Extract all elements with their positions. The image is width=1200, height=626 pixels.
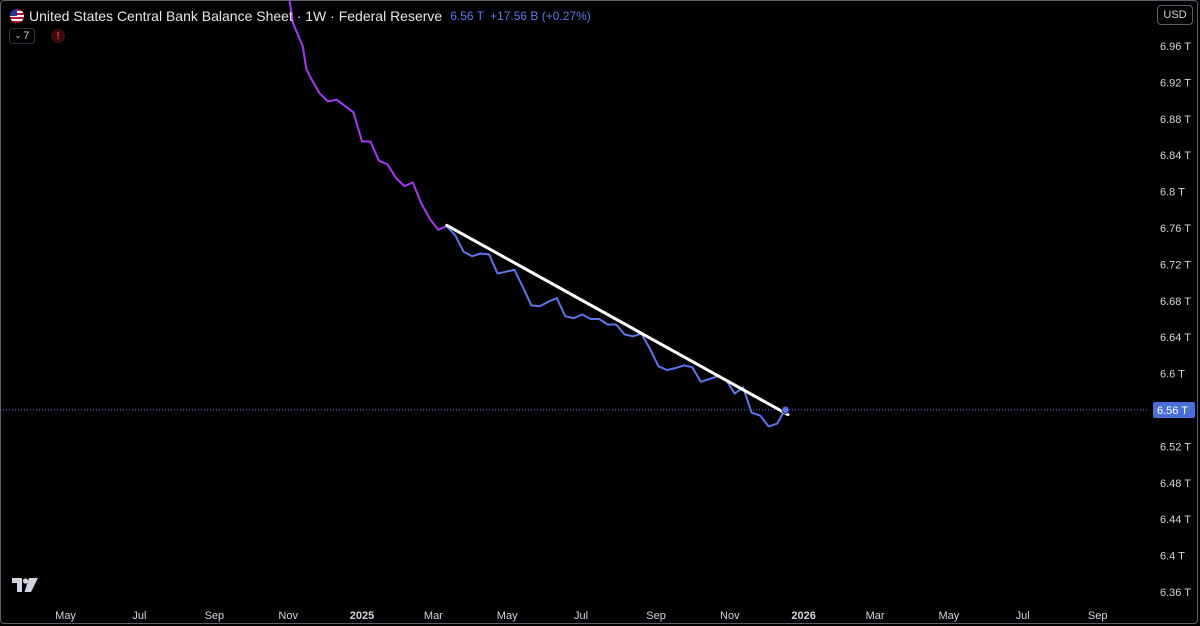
series-layer <box>288 0 787 428</box>
y-axis: 6.96 T 6.92 T 6.88 T 6.84 T 6.8 T 6.76 T 6.72 … <box>1160 41 1191 599</box>
change-value: +17.56 B (+0.27%) <box>490 9 591 23</box>
x-tick-label: Mar <box>866 610 885 622</box>
x-axis: May Jul Sep Nov 2025 Mar May Jul Sep Nov 2026 Mar Ma… <box>55 610 1107 622</box>
x-tick-label: Jul <box>1016 610 1030 622</box>
x-tick-label: Nov <box>278 610 298 622</box>
current-price-badge-text: 6.56 T <box>1157 405 1188 417</box>
indicators-toggle-button[interactable]: ⌄ 7 <box>9 28 35 44</box>
y-tick-label: 6.8 T <box>1160 187 1185 199</box>
x-tick-label: 2026 <box>791 610 815 622</box>
x-tick-label: May <box>55 610 76 622</box>
currency-button[interactable]: USD <box>1157 5 1193 25</box>
y-tick-label: 6.36 T <box>1160 587 1191 599</box>
y-tick-label: 6.68 T <box>1160 296 1191 308</box>
y-tick-label: 6.88 T <box>1160 114 1191 126</box>
y-tick-label: 6.6 T <box>1160 369 1185 381</box>
indicators-count: 7 <box>23 30 30 42</box>
y-tick-label: 6.76 T <box>1160 223 1191 235</box>
x-tick-label: Sep <box>205 610 225 622</box>
y-tick-label: 6.84 T <box>1160 150 1191 162</box>
series-line-2 <box>445 225 787 428</box>
y-tick-label: 6.96 T <box>1160 41 1191 53</box>
current-price-badge: 6.56 T <box>1153 402 1195 418</box>
alert-icon[interactable]: ! <box>51 29 65 43</box>
y-tick-label: 6.52 T <box>1160 441 1191 453</box>
x-tick-label: Nov <box>720 610 740 622</box>
y-tick-label: 6.92 T <box>1160 77 1191 89</box>
chevron-down-icon: ⌄ <box>14 31 22 40</box>
chart-header: United States Central Bank Balance Sheet… <box>10 6 591 26</box>
x-tick-label: Mar <box>424 610 443 622</box>
x-tick-label: Sep <box>646 610 666 622</box>
x-tick-label: May <box>497 610 518 622</box>
x-tick-label: Jul <box>574 610 588 622</box>
current-price-badge-bg <box>1153 402 1195 418</box>
trendline[interactable] <box>445 223 790 417</box>
x-tick-label: Jul <box>132 610 146 622</box>
symbol-title[interactable]: United States Central Bank Balance Sheet… <box>29 8 443 24</box>
series-line-1 <box>288 0 448 231</box>
last-point-marker <box>781 406 790 414</box>
last-value: 6.56 T <box>450 9 485 23</box>
us-flag-icon <box>10 9 24 23</box>
tradingview-logo-icon <box>12 578 38 592</box>
x-tick-label: Sep <box>1088 610 1108 622</box>
x-tick-label: 2025 <box>350 610 374 622</box>
y-tick-label: 6.4 T <box>1160 551 1185 563</box>
y-tick-label: 6.72 T <box>1160 259 1191 271</box>
y-tick-label: 6.44 T <box>1160 514 1191 526</box>
x-tick-label: May <box>938 610 959 622</box>
y-tick-label: 6.64 T <box>1160 332 1191 344</box>
y-tick-label: 6.48 T <box>1160 478 1191 490</box>
